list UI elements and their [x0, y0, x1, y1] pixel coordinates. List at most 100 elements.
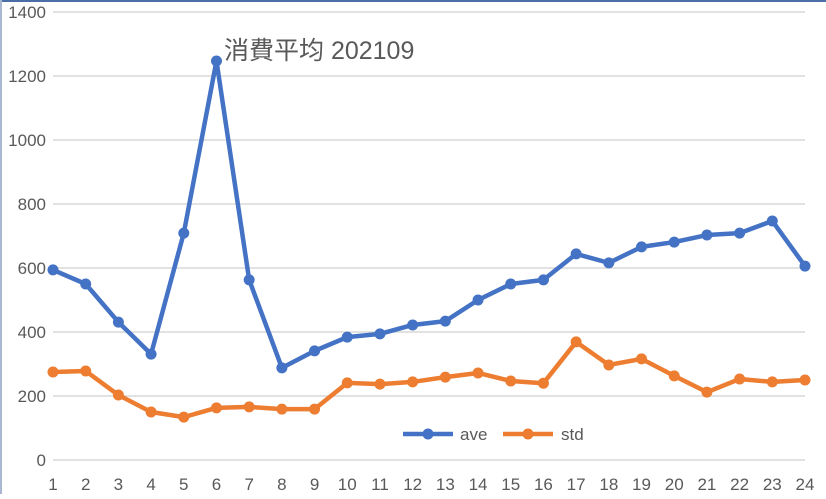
data-point-marker — [210, 402, 222, 414]
data-point-marker — [734, 227, 746, 239]
x-tick-label: 16 — [534, 475, 553, 494]
data-point-marker — [439, 315, 451, 327]
data-point-marker — [112, 316, 124, 328]
data-point-marker — [472, 367, 484, 379]
x-tick-label: 15 — [501, 475, 520, 494]
x-tick-label: 9 — [310, 475, 319, 494]
y-tick-label: 1400 — [8, 3, 46, 22]
data-point-marker — [178, 411, 190, 423]
data-point-marker — [407, 376, 419, 388]
data-point-marker — [603, 257, 615, 269]
y-tick-label: 200 — [18, 387, 46, 406]
data-point-marker — [636, 241, 648, 253]
data-point-marker — [210, 55, 222, 67]
data-point-marker — [603, 359, 615, 371]
x-tick-label: 6 — [212, 475, 221, 494]
series-line — [52, 339, 806, 420]
series-line — [52, 58, 807, 371]
y-tick-label: 1200 — [8, 67, 46, 86]
x-tick-label: 24 — [796, 475, 815, 494]
data-point-marker — [374, 378, 386, 390]
data-point-marker — [80, 365, 92, 377]
data-point-marker — [145, 406, 157, 418]
data-point-marker — [537, 274, 549, 286]
data-point-marker — [668, 236, 680, 248]
x-tick-label: 17 — [567, 475, 586, 494]
data-point-marker — [309, 345, 321, 357]
data-point-marker — [47, 366, 59, 378]
x-tick-label: 4 — [146, 475, 155, 494]
x-tick-label: 13 — [436, 475, 455, 494]
x-tick-label: 5 — [179, 475, 188, 494]
y-tick-label: 800 — [18, 195, 46, 214]
data-point-marker — [734, 373, 746, 385]
data-point-marker — [505, 278, 517, 290]
x-tick-label: 2 — [81, 475, 90, 494]
x-tick-label: 11 — [371, 475, 389, 494]
data-point-marker — [668, 370, 680, 382]
data-point-marker — [47, 264, 59, 276]
data-point-marker — [276, 362, 288, 374]
data-point-marker — [145, 348, 157, 360]
series-std — [47, 336, 811, 423]
gridlines — [53, 11, 805, 461]
series-ave — [47, 55, 811, 374]
legend-marker-icon — [522, 428, 534, 440]
data-point-marker — [766, 215, 778, 227]
x-tick-label: 18 — [599, 475, 618, 494]
data-point-marker — [374, 328, 386, 340]
data-point-marker — [243, 401, 255, 413]
data-point-marker — [799, 260, 811, 272]
data-point-marker — [636, 353, 648, 365]
data-point-marker — [276, 403, 288, 415]
x-tick-label: 20 — [665, 475, 684, 494]
series-lines — [47, 55, 811, 423]
x-tick-label: 21 — [697, 475, 716, 494]
data-point-marker — [407, 319, 419, 331]
data-point-marker — [178, 227, 190, 239]
x-tick-label: 12 — [403, 475, 422, 494]
legend-item-std: std — [503, 425, 584, 444]
data-point-marker — [309, 403, 321, 415]
y-tick-label: 400 — [18, 323, 46, 342]
data-point-marker — [112, 389, 124, 401]
y-tick-label: 1000 — [8, 131, 46, 150]
data-point-marker — [341, 331, 353, 343]
data-point-marker — [80, 278, 92, 290]
data-point-marker — [701, 229, 713, 241]
chart-top-border — [0, 0, 826, 2]
x-tick-label: 14 — [469, 475, 488, 494]
x-axis-ticks: 1 2 3 4 5 6 7 8 9 10 11 12 13 14 15 16 17 18 19 20 21 22 23 24 — [48, 475, 814, 494]
chart-title: 消費平均 202109 — [224, 37, 414, 65]
data-point-marker — [243, 274, 255, 286]
y-tick-label: 0 — [37, 451, 46, 470]
x-tick-label: 23 — [763, 475, 782, 494]
data-point-marker — [472, 294, 484, 306]
data-point-marker — [570, 248, 582, 260]
legend: ave std — [403, 425, 584, 444]
x-tick-label: 8 — [277, 475, 286, 494]
data-point-marker — [537, 377, 549, 389]
legend-label: std — [561, 425, 584, 444]
data-point-marker — [439, 371, 451, 383]
data-point-marker — [799, 374, 811, 386]
x-tick-label: 19 — [632, 475, 651, 494]
x-tick-label: 10 — [338, 475, 357, 494]
chart-left-border — [0, 0, 2, 494]
x-tick-label: 3 — [114, 475, 123, 494]
data-point-marker — [505, 375, 517, 387]
legend-label: ave — [460, 425, 487, 444]
y-tick-label: 600 — [18, 259, 46, 278]
x-tick-label: 7 — [244, 475, 253, 494]
legend-item-ave: ave — [403, 425, 487, 444]
y-axis-ticks: 0 200 400 600 800 1000 1200 1400 — [8, 3, 46, 470]
data-point-marker — [341, 377, 353, 389]
data-point-marker — [701, 386, 713, 398]
x-tick-label: 1 — [48, 475, 57, 494]
data-point-marker — [570, 336, 582, 348]
legend-marker-icon — [422, 428, 434, 440]
x-tick-label: 22 — [730, 475, 749, 494]
data-point-marker — [766, 376, 778, 388]
